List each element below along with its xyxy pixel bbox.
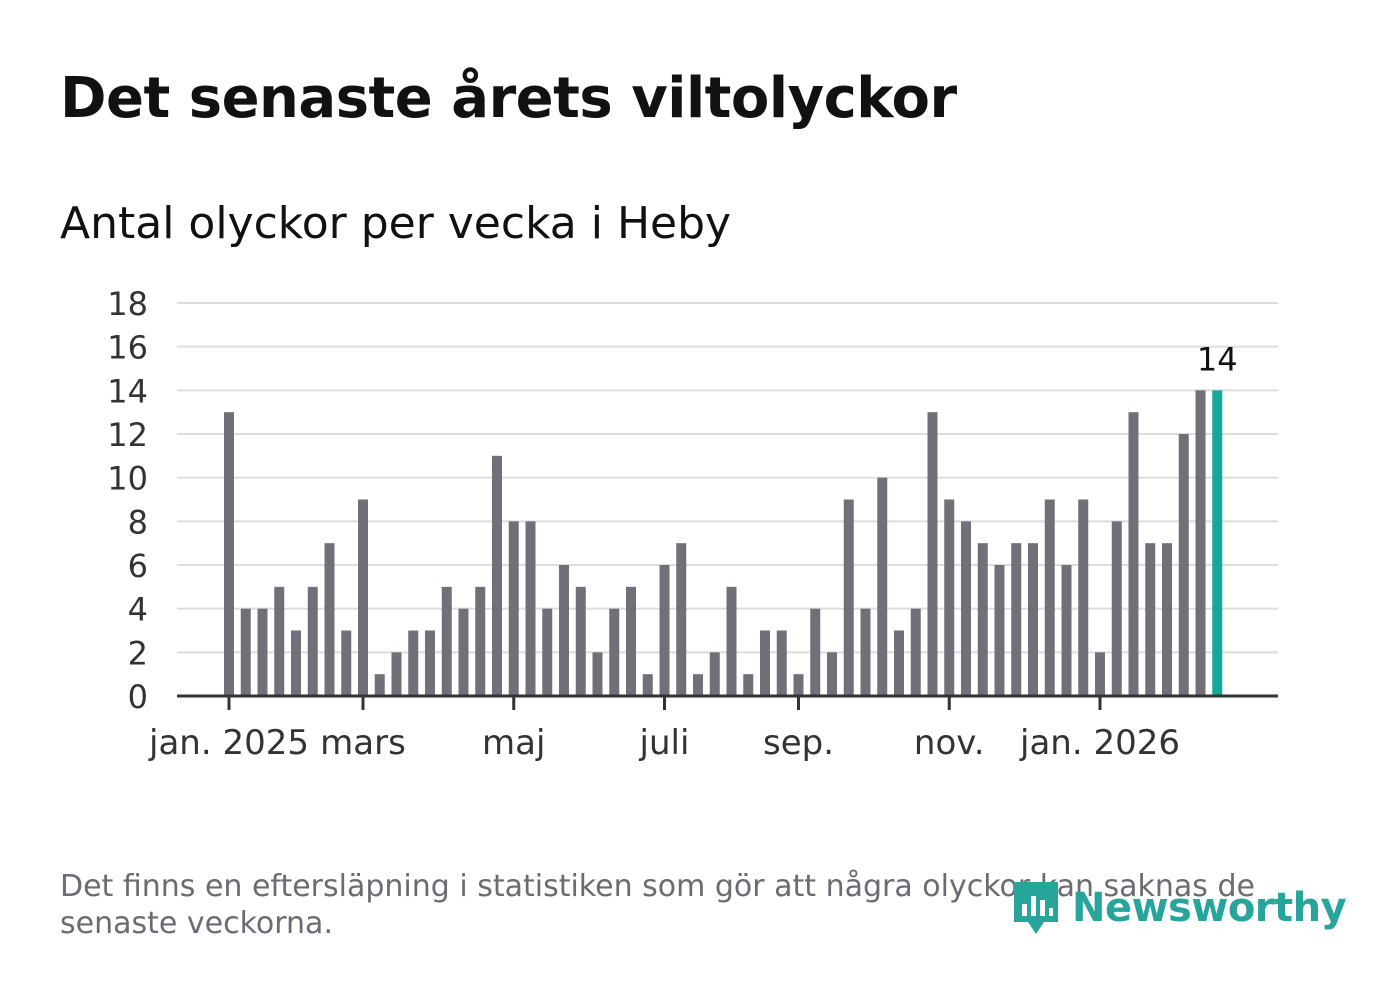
bar — [927, 412, 938, 696]
x-tick-label: sep. — [763, 723, 834, 763]
bar — [240, 608, 251, 696]
bar — [592, 652, 603, 696]
y-tick-label: 16 — [107, 329, 148, 367]
x-tick-label: nov. — [914, 723, 985, 763]
x-tick-label: juli — [639, 723, 690, 763]
x-tick-label: mars — [320, 723, 406, 763]
bar — [1195, 390, 1206, 696]
bar — [609, 608, 620, 696]
bar — [743, 674, 754, 696]
bar — [910, 608, 921, 696]
bar — [676, 543, 687, 696]
bar — [257, 608, 268, 696]
bar — [760, 630, 770, 696]
bar — [1061, 565, 1072, 696]
bar — [224, 412, 234, 696]
bar — [843, 499, 854, 696]
data-labels: 14 — [1197, 340, 1238, 378]
bar — [391, 652, 402, 696]
bar — [944, 499, 955, 696]
chart-title: Det senaste årets viltolyckor — [60, 66, 957, 131]
bar — [1128, 412, 1139, 696]
bar — [441, 586, 452, 696]
bar — [475, 586, 486, 696]
y-axis-ticks: 0 2 4 6 8 10 12 14 16 18 — [107, 285, 148, 716]
newsworthy-logo-text: Newsworthy — [1072, 885, 1347, 931]
bar — [408, 630, 419, 696]
bar-highlight — [1212, 390, 1223, 696]
bar — [542, 608, 553, 696]
y-tick-label: 18 — [107, 285, 148, 323]
grid-lines — [177, 302, 1278, 654]
bar — [810, 608, 821, 696]
bar — [1111, 521, 1122, 696]
bar — [575, 586, 586, 696]
y-tick-label: 8 — [128, 503, 148, 541]
y-tick-label: 12 — [107, 416, 148, 454]
bar — [324, 543, 335, 696]
bars — [224, 390, 1223, 696]
bar — [726, 586, 737, 696]
bar — [1145, 543, 1156, 696]
newsworthy-logo: Newsworthy — [1010, 878, 1347, 938]
bar — [425, 630, 435, 696]
bar — [793, 674, 804, 696]
bar — [877, 477, 888, 696]
bar — [1011, 543, 1022, 696]
bar — [291, 630, 301, 696]
y-tick-label: 4 — [128, 591, 148, 629]
bar — [525, 521, 536, 696]
bar — [1028, 543, 1038, 696]
chart-subtitle: Antal olyckor per vecka i Heby — [60, 198, 732, 249]
bar — [274, 586, 285, 696]
bar — [776, 630, 787, 696]
bar — [1044, 499, 1055, 696]
bar — [1095, 652, 1105, 696]
bar — [458, 608, 469, 696]
y-tick-label: 6 — [128, 547, 148, 585]
bar — [508, 521, 519, 696]
bar — [709, 652, 720, 696]
x-tick-label: jan. 2025 — [148, 723, 309, 763]
x-tick-label: maj — [482, 723, 545, 763]
y-tick-label: 10 — [107, 460, 148, 498]
x-axis: jan. 2025 mars maj juli sep. nov. jan. 2026 — [148, 694, 1278, 763]
bar — [827, 652, 837, 696]
bar — [860, 608, 871, 696]
bar — [1162, 543, 1172, 696]
y-tick-label: 14 — [107, 372, 148, 410]
bar — [994, 565, 1005, 696]
y-tick-label: 2 — [128, 634, 148, 672]
bar — [307, 586, 318, 696]
bar — [492, 455, 502, 696]
bar — [642, 674, 653, 696]
bar — [961, 521, 971, 696]
y-tick-label: 0 — [128, 678, 148, 716]
bar — [894, 630, 904, 696]
x-tick-label: jan. 2026 — [1019, 723, 1180, 763]
newsworthy-logo-icon — [1014, 882, 1058, 934]
bar — [977, 543, 988, 696]
bar — [626, 586, 636, 696]
bar-chart: 0 2 4 6 8 10 12 14 16 18 jan. 2025 mars maj juli sep.… — [107, 285, 1278, 763]
bar — [693, 674, 703, 696]
bar — [374, 674, 385, 696]
bar — [1178, 434, 1189, 696]
bar — [1078, 499, 1089, 696]
bar — [559, 565, 569, 696]
highlight-data-label: 14 — [1197, 340, 1238, 378]
bar — [659, 565, 670, 696]
bar — [358, 499, 368, 696]
bar — [341, 630, 352, 696]
